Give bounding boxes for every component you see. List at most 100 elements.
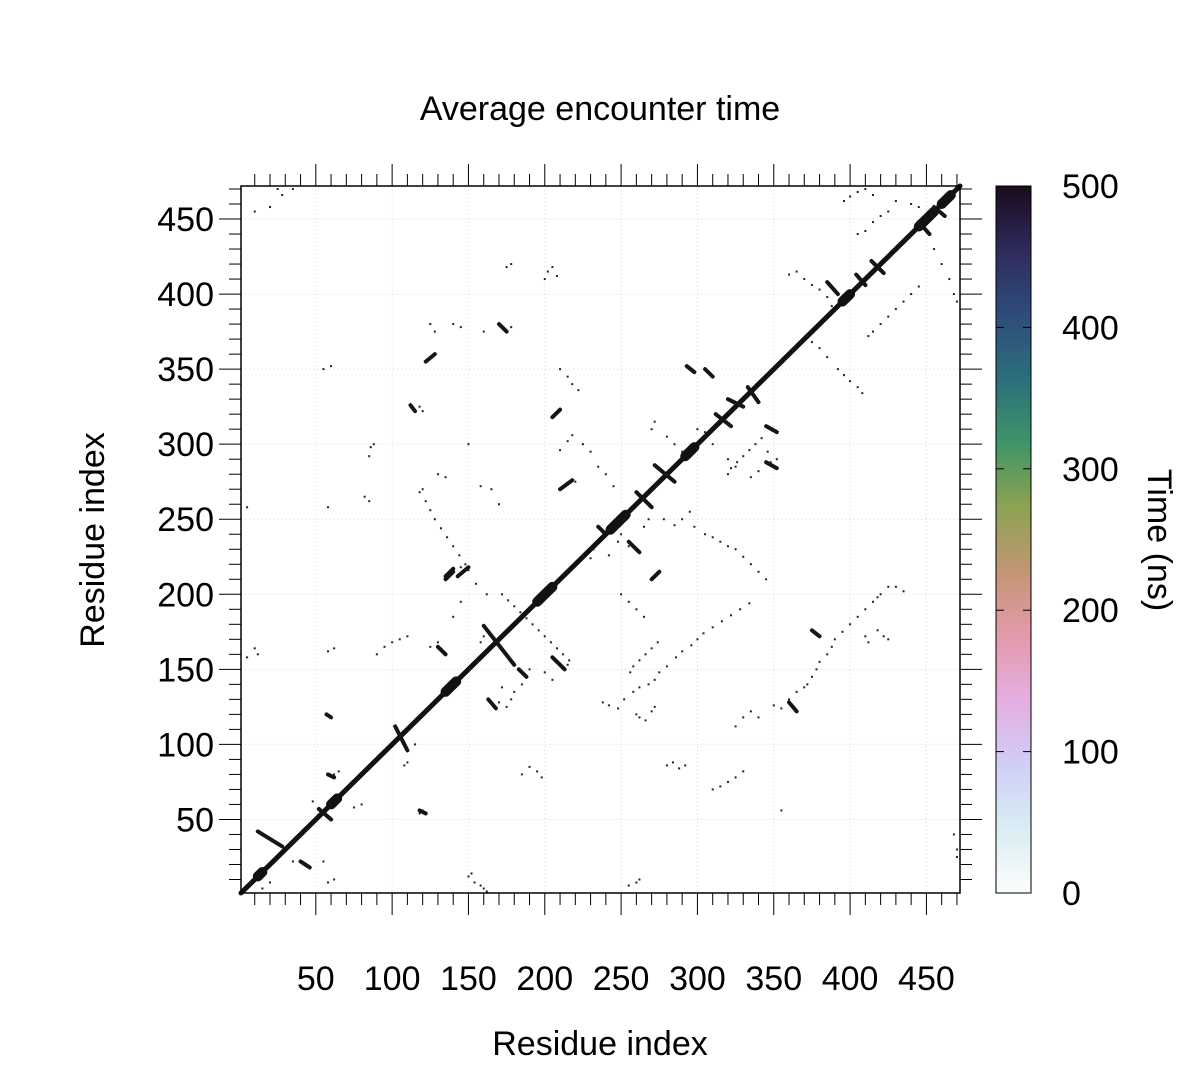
- contact-point-171: [902, 300, 905, 303]
- contact-point-258: [406, 635, 409, 638]
- contact-point-200: [536, 770, 539, 773]
- contact-point-137: [856, 615, 859, 618]
- contact-point-282: [644, 719, 647, 722]
- contact-point-132: [826, 653, 829, 656]
- contact-point-237: [501, 686, 504, 689]
- contact-point-1: [246, 656, 249, 659]
- contact-point-87: [643, 525, 646, 528]
- contact-point-128: [806, 683, 809, 686]
- contact-point-264: [531, 623, 534, 626]
- contact-point-230: [629, 671, 632, 674]
- contact-point-279: [684, 764, 687, 767]
- contact-point-267: [549, 641, 552, 644]
- contact-segment-38: [550, 407, 563, 420]
- contact-point-172: [910, 293, 913, 296]
- contact-point-284: [653, 705, 656, 708]
- contact-point-217: [653, 678, 656, 681]
- contact-point-60: [479, 641, 482, 644]
- colorbar-tick-label-200: 200: [1062, 592, 1119, 630]
- contact-point-13: [317, 809, 320, 812]
- contact-point-204: [571, 383, 574, 386]
- contact-point-212: [617, 707, 620, 710]
- contact-point-82: [592, 548, 595, 551]
- contact-point-51: [429, 323, 432, 326]
- contact-segment-37: [443, 566, 456, 579]
- contact-point-141: [887, 585, 890, 588]
- contact-point-155: [826, 296, 829, 299]
- contact-point-249: [439, 527, 442, 530]
- contact-point-22: [363, 495, 366, 498]
- colorbar-tick-label-100: 100: [1062, 734, 1119, 772]
- contact-point-168: [879, 323, 882, 326]
- contact-point-135: [841, 630, 844, 633]
- contact-point-242: [482, 887, 485, 890]
- contact-point-285: [543, 278, 546, 281]
- contact-point-152: [803, 278, 806, 281]
- x-tick-label-400: 400: [822, 960, 879, 998]
- contact-point-228: [739, 608, 742, 611]
- contact-point-263: [525, 617, 528, 620]
- contact-point-20: [352, 806, 355, 809]
- contact-point-289: [726, 473, 729, 476]
- contact-point-9: [261, 887, 264, 890]
- contact-point-198: [520, 773, 523, 776]
- contact-segment-4: [326, 772, 337, 780]
- x-tick-label-200: 200: [516, 960, 573, 998]
- contact-point-91: [681, 518, 684, 521]
- contact-point-64: [505, 705, 508, 708]
- y-tick-label-250: 250: [157, 501, 214, 539]
- contact-segment-8: [443, 569, 456, 582]
- contact-point-59: [475, 582, 478, 585]
- contact-point-74: [581, 443, 584, 446]
- contact-point-113: [749, 476, 752, 479]
- contact-point-166: [867, 335, 870, 338]
- colorbar-tick-label-0: 0: [1062, 875, 1081, 913]
- contact-point-109: [704, 431, 707, 434]
- contact-point-162: [842, 374, 845, 377]
- contact-point-274: [734, 776, 737, 779]
- x-tick-label-100: 100: [364, 960, 421, 998]
- contact-segment-17: [626, 539, 642, 555]
- contact-point-35: [418, 812, 421, 815]
- contact-point-138: [864, 608, 867, 611]
- contact-point-167: [871, 330, 874, 333]
- contact-point-218: [658, 671, 661, 674]
- contact-point-86: [627, 545, 630, 548]
- contact-point-181: [955, 855, 958, 858]
- contact-point-262: [519, 611, 522, 614]
- contact-point-110: [711, 443, 714, 446]
- colorbar-tick-label-400: 400: [1062, 309, 1119, 347]
- contact-point-116: [769, 461, 772, 464]
- contact-point-30: [327, 650, 330, 653]
- contact-point-193: [864, 188, 867, 191]
- contact-point-268: [555, 647, 558, 650]
- contact-point-106: [673, 443, 676, 446]
- contact-point-55: [421, 410, 424, 413]
- contact-point-146: [894, 585, 897, 588]
- contact-segment-18: [634, 490, 654, 510]
- contact-point-144: [876, 629, 879, 632]
- contact-point-209: [643, 615, 646, 618]
- contact-point-159: [818, 347, 821, 350]
- contact-point-216: [647, 683, 650, 686]
- contact-point-288: [555, 275, 558, 278]
- y-axis-label: Residue index: [74, 432, 112, 647]
- contact-point-49: [510, 326, 513, 329]
- contact-point-33: [406, 761, 409, 764]
- contact-segment-9: [455, 565, 471, 579]
- colorbar-tick-label-500: 500: [1062, 168, 1119, 206]
- contact-point-8: [291, 188, 294, 191]
- contact-point-148: [864, 635, 867, 638]
- contact-point-94: [704, 533, 707, 536]
- contact-point-211: [607, 704, 610, 707]
- contact-point-293: [748, 449, 751, 452]
- contact-point-11: [291, 860, 294, 863]
- y-tick-label-200: 200: [157, 576, 214, 614]
- contact-point-157: [806, 335, 809, 338]
- contact-point-54: [482, 330, 485, 333]
- contact-point-88: [647, 518, 650, 521]
- contact-point-190: [842, 200, 845, 203]
- contact-point-243: [485, 890, 488, 893]
- contact-point-271: [711, 788, 714, 791]
